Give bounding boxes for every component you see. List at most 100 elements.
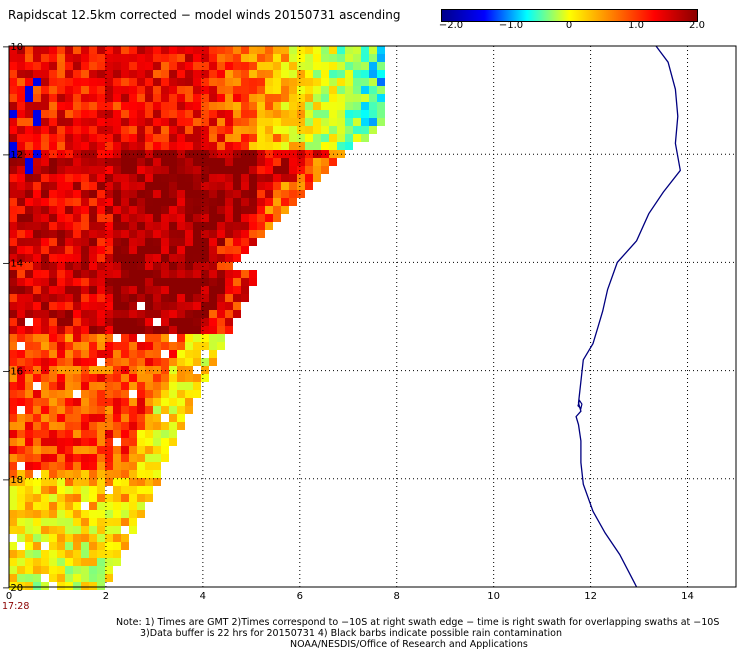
wind-cell [49,94,57,102]
wind-cell [73,574,81,582]
wind-cell [233,270,241,278]
wind-cell [185,166,193,174]
wind-cell [41,198,49,206]
wind-cell [129,262,137,270]
wind-cell [121,54,129,62]
wind-cell [105,358,113,366]
wind-cell [153,478,161,486]
wind-cell [89,174,97,182]
wind-cell [201,94,209,102]
wind-cell [305,62,313,70]
wind-cell [9,214,17,222]
wind-cell [225,134,233,142]
wind-cell [209,110,217,118]
wind-cell [121,510,129,518]
wind-cell [121,470,129,478]
wind-cell [89,206,97,214]
wind-cell [9,286,17,294]
wind-cell [225,182,233,190]
wind-cell [41,238,49,246]
wind-cell [137,510,145,518]
wind-cell [161,142,169,150]
wind-cell [121,494,129,502]
wind-cell [65,342,73,350]
wind-cell [73,366,81,374]
wind-cell [41,430,49,438]
wind-cell [225,206,233,214]
wind-cell [161,54,169,62]
wind-cell [137,438,145,446]
wind-cell [145,230,153,238]
wind-cell [65,454,73,462]
wind-cell [249,134,257,142]
wind-cell [233,46,241,54]
wind-cell [233,174,241,182]
wind-cell [169,102,177,110]
wind-cell [265,118,273,126]
wind-cell [217,142,225,150]
wind-cell [49,286,57,294]
wind-cell [33,302,41,310]
wind-cell [121,398,129,406]
wind-cell [169,54,177,62]
wind-cell [193,342,201,350]
wind-cell [337,126,345,134]
wind-cell [201,278,209,286]
wind-cell [105,398,113,406]
wind-cell [265,182,273,190]
wind-cell [73,382,81,390]
wind-cell [313,102,321,110]
wind-cell [105,510,113,518]
wind-cell [81,198,89,206]
wind-cell [161,254,169,262]
wind-cell [249,214,257,222]
wind-cell [25,174,33,182]
wind-cell [137,134,145,142]
wind-cell [17,294,25,302]
wind-cell [57,246,65,254]
wind-cell [225,294,233,302]
wind-cell [297,126,305,134]
wind-cell [97,166,105,174]
wind-cell [113,198,121,206]
wind-cell [169,254,177,262]
wind-cell [233,206,241,214]
wind-cell [41,478,49,486]
wind-cell [193,198,201,206]
wind-cell [137,278,145,286]
wind-cell [217,238,225,246]
wind-cell [145,350,153,358]
wind-cell [57,70,65,78]
wind-cell [121,238,129,246]
wind-cell [57,166,65,174]
wind-cell [57,294,65,302]
wind-cell [145,470,153,478]
wind-cell [337,46,345,54]
wind-cell [81,222,89,230]
wind-cell [337,118,345,126]
wind-cell [113,254,121,262]
wind-cell [289,70,297,78]
wind-cell [129,494,137,502]
wind-cell [345,46,353,54]
wind-cell [25,166,33,174]
wind-cell [249,158,257,166]
wind-cell [113,502,121,510]
wind-cell [33,494,41,502]
wind-cell [313,78,321,86]
wind-cell [345,142,353,150]
wind-cell [145,342,153,350]
wind-cell [73,430,81,438]
wind-cell [257,174,265,182]
wind-cell [33,182,41,190]
wind-cell [193,390,201,398]
wind-cell [145,54,153,62]
wind-cell [25,246,33,254]
wind-cell [81,174,89,182]
wind-cell [81,414,89,422]
wind-cell [113,542,121,550]
wind-cell [153,414,161,422]
wind-cell [49,422,57,430]
wind-cell [73,102,81,110]
wind-cell [137,254,145,262]
